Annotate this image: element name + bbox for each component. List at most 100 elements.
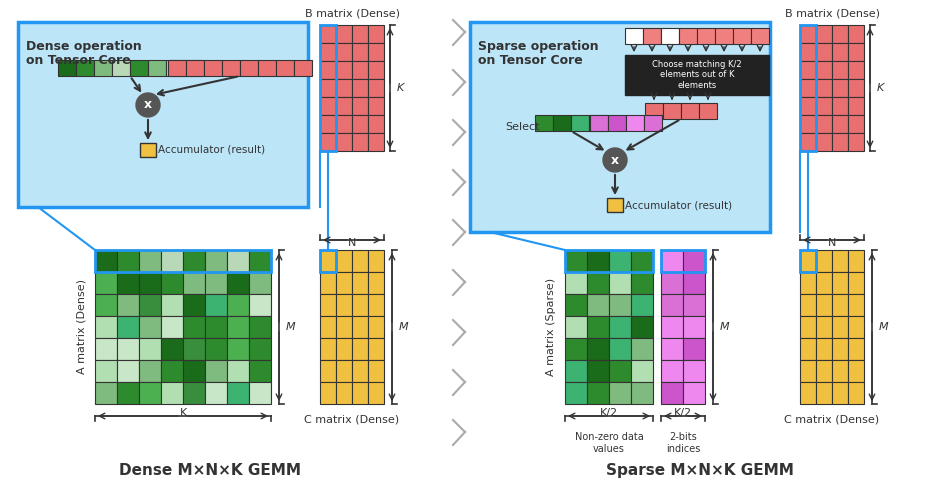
Bar [352, 97, 368, 115]
Bar [832, 272, 848, 294]
Bar [117, 294, 139, 316]
Text: Sparse operation: Sparse operation [478, 40, 599, 53]
Text: Accumulator (result): Accumulator (result) [625, 200, 732, 210]
Bar [117, 316, 139, 338]
Bar [832, 61, 848, 79]
Bar [800, 382, 816, 404]
Bar [631, 338, 653, 360]
Bar [848, 382, 864, 404]
Bar [368, 133, 384, 151]
Text: A matrix (Sparse): A matrix (Sparse) [546, 278, 556, 376]
Bar [148, 60, 166, 76]
Bar [249, 272, 271, 294]
Bar [587, 338, 609, 360]
Bar [368, 25, 384, 43]
Bar [848, 25, 864, 43]
Bar [139, 382, 161, 404]
Text: C matrix (Dense): C matrix (Dense) [784, 414, 880, 424]
Bar [352, 338, 368, 360]
Bar [800, 133, 816, 151]
Bar [535, 115, 553, 131]
Bar [249, 338, 271, 360]
Bar [161, 316, 183, 338]
Bar [336, 250, 352, 272]
Bar [95, 316, 117, 338]
Circle shape [136, 93, 160, 117]
Bar [368, 294, 384, 316]
Bar [227, 360, 249, 382]
Bar [368, 79, 384, 97]
Text: B matrix (Dense): B matrix (Dense) [304, 9, 400, 19]
Bar [95, 250, 117, 272]
Bar [565, 250, 587, 272]
Text: B matrix (Dense): B matrix (Dense) [785, 9, 880, 19]
Bar [320, 115, 336, 133]
Bar [816, 316, 832, 338]
Bar [832, 25, 848, 43]
Bar [609, 338, 631, 360]
Bar [227, 382, 249, 404]
Bar [589, 115, 607, 131]
Bar [848, 272, 864, 294]
Bar [368, 61, 384, 79]
Bar [832, 133, 848, 151]
Bar [661, 360, 683, 382]
Bar [320, 338, 336, 360]
Bar [276, 60, 294, 76]
Bar [643, 28, 661, 44]
Bar [161, 338, 183, 360]
Bar [320, 25, 336, 151]
Bar [587, 382, 609, 404]
Bar [352, 316, 368, 338]
Bar [368, 382, 384, 404]
Bar [227, 294, 249, 316]
Bar [183, 250, 205, 272]
Bar [683, 272, 705, 294]
Bar [95, 338, 117, 360]
Bar [681, 103, 699, 119]
Bar [587, 316, 609, 338]
Bar [320, 316, 336, 338]
Text: Dense M×N×K GEMM: Dense M×N×K GEMM [119, 463, 301, 478]
Bar [227, 338, 249, 360]
Bar [816, 382, 832, 404]
Bar [800, 79, 816, 97]
Bar [625, 55, 769, 95]
Bar [800, 43, 816, 61]
Bar [227, 316, 249, 338]
Bar [320, 250, 336, 272]
Bar [645, 103, 663, 119]
Bar [644, 115, 662, 131]
Bar [204, 60, 222, 76]
Bar [816, 79, 832, 97]
Bar [832, 43, 848, 61]
Bar [117, 338, 139, 360]
Bar [679, 28, 697, 44]
Bar [848, 43, 864, 61]
Bar [249, 294, 271, 316]
Bar [609, 272, 631, 294]
Bar [832, 338, 848, 360]
Bar [95, 382, 117, 404]
Bar [130, 60, 148, 76]
Bar [848, 294, 864, 316]
Bar [832, 294, 848, 316]
Bar [183, 272, 205, 294]
Bar [352, 43, 368, 61]
Bar [320, 61, 336, 79]
Bar [631, 250, 653, 272]
Bar [631, 294, 653, 316]
Bar [205, 316, 227, 338]
Bar [368, 250, 384, 272]
Text: on Tensor Core: on Tensor Core [478, 54, 583, 67]
Bar [661, 316, 683, 338]
Text: Non-zero data
values: Non-zero data values [575, 432, 644, 453]
Text: x: x [611, 154, 619, 166]
Bar [139, 338, 161, 360]
Bar [590, 115, 608, 131]
Bar [183, 382, 205, 404]
Bar [697, 28, 715, 44]
Bar [565, 338, 587, 360]
Bar [222, 60, 240, 76]
Bar [661, 250, 683, 272]
